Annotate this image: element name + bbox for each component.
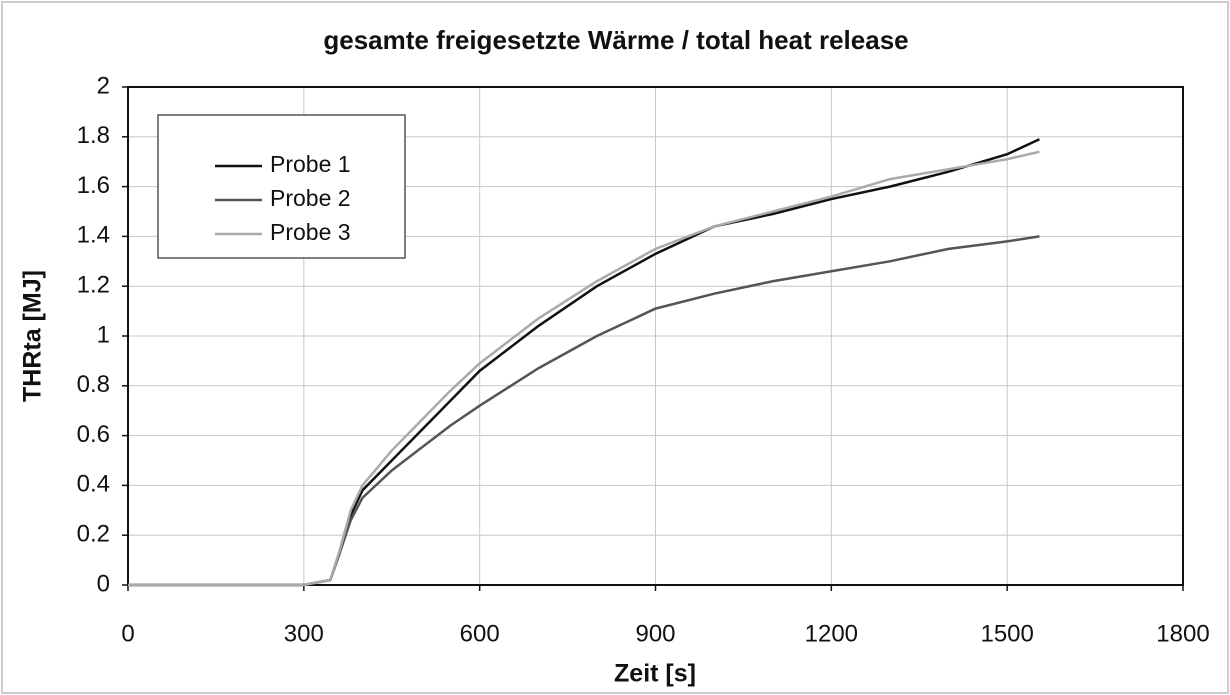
- y-tick-label: 0: [97, 570, 110, 597]
- y-axis-label: THRta [MJ]: [19, 270, 47, 402]
- x-tick-label: 900: [635, 620, 675, 647]
- y-tick-label: 0.8: [77, 371, 110, 398]
- legend-box: [157, 114, 406, 259]
- y-tick-label: 1.2: [77, 272, 110, 299]
- legend-label: Probe 2: [270, 185, 351, 211]
- y-tick-label: 1.4: [77, 222, 110, 249]
- y-tick-label: 0.4: [77, 471, 110, 498]
- x-tick-label: 1800: [1156, 620, 1209, 647]
- x-tick-label: 300: [284, 620, 324, 647]
- x-tick-label: 1500: [980, 620, 1033, 647]
- legend-label: Probe 1: [270, 151, 351, 177]
- x-tick-label: 600: [460, 620, 500, 647]
- y-tick-label: 1: [97, 321, 110, 348]
- y-tick-label: 0.6: [77, 421, 110, 448]
- x-axis-label: Zeit [s]: [614, 660, 696, 688]
- x-tick-label: 0: [121, 620, 134, 647]
- plot-border: [127, 86, 1184, 586]
- y-tick-label: 1.8: [77, 122, 110, 149]
- y-tick-label: 1.6: [77, 172, 110, 199]
- chart-title: gesamte freigesetzte Wärme / total heat …: [323, 25, 908, 55]
- y-tick-label: 0.2: [77, 521, 110, 548]
- y-tick-label: 2: [97, 72, 110, 99]
- legend-label: Probe 3: [270, 219, 351, 245]
- x-tick-label: 1200: [805, 620, 858, 647]
- series-line: [128, 150, 1040, 587]
